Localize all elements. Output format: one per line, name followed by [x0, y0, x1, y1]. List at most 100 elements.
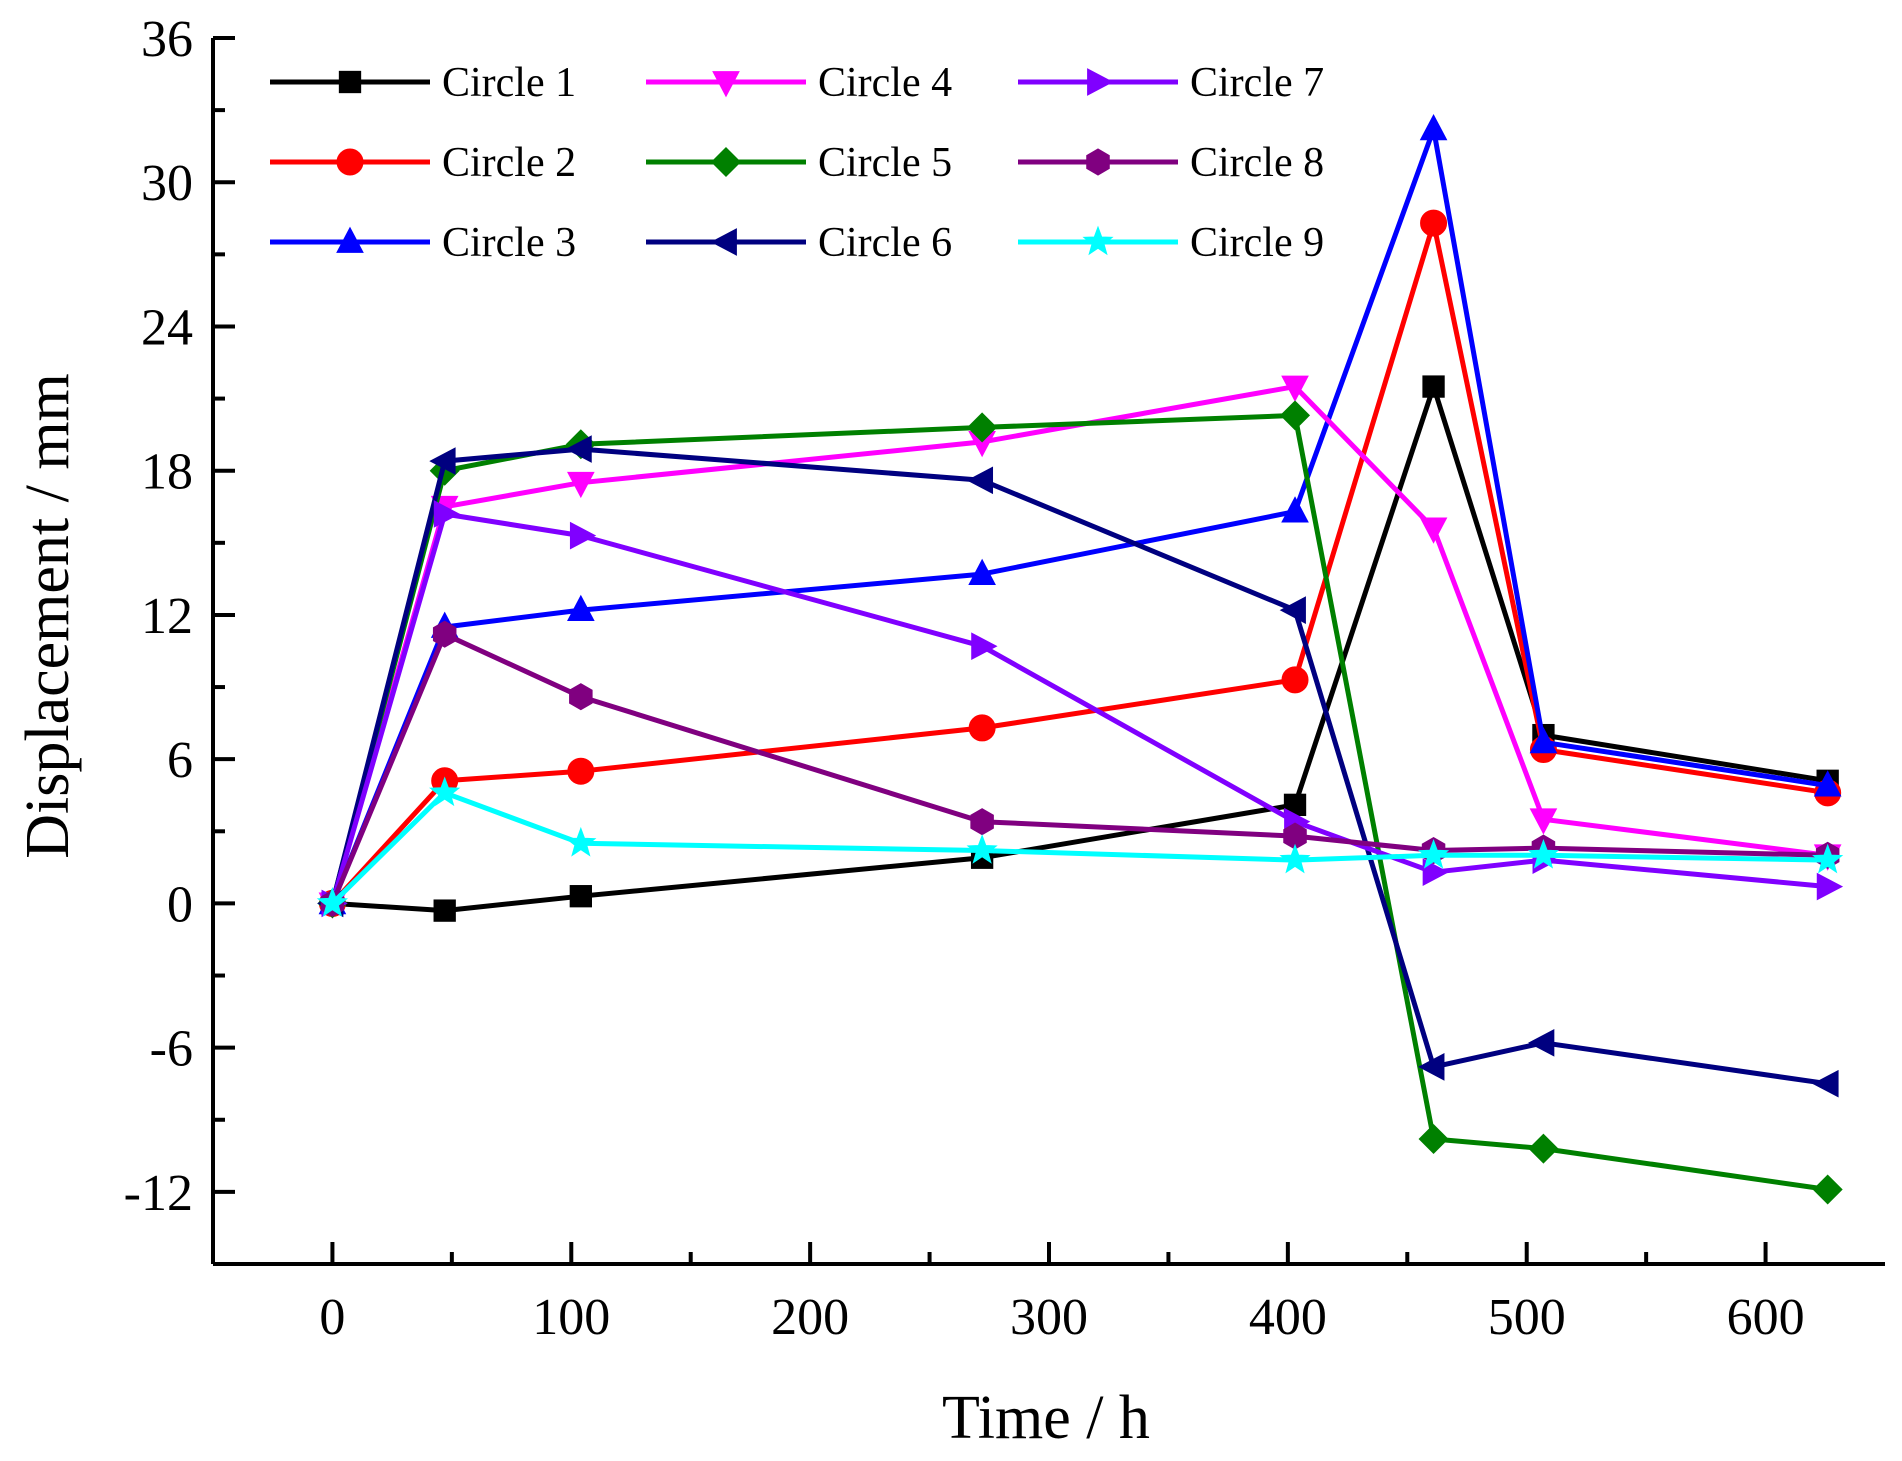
- legend-item-circle-2: Circle 2: [270, 140, 576, 186]
- y-tick-label: -12: [124, 1165, 193, 1222]
- data-point: [1528, 1133, 1559, 1164]
- x-axis-title: Time / h: [942, 1384, 1150, 1452]
- legend-marker: [1086, 148, 1110, 176]
- y-tick-label: 30: [141, 155, 193, 212]
- y-tick-label: 12: [141, 588, 193, 645]
- legend: Circle 1 Circle 2 Circle 3 Circle 4 Circle 5…: [270, 60, 1324, 266]
- series-circle-8: [320, 620, 1840, 917]
- series-line: [329, 511, 1828, 905]
- data-point: [971, 632, 998, 661]
- data-point: [1418, 1053, 1445, 1081]
- series-circle-6: [317, 435, 1839, 1098]
- data-point: [433, 899, 456, 922]
- legend-marker: [338, 70, 362, 94]
- data-point: [1417, 838, 1450, 869]
- series-circle-1: [321, 375, 1839, 922]
- axes: -12 -6 0 6 12 18 24 30 36 0 100 200 300 400 500 600: [124, 11, 1885, 1346]
- y-tick-label: 18: [141, 444, 193, 501]
- legend-marker: [712, 71, 740, 98]
- data-point: [1529, 808, 1558, 835]
- legend-item-circle-4: Circle 4: [646, 60, 952, 106]
- data-point: [1279, 596, 1306, 624]
- legend-label: Circle 2: [442, 140, 576, 186]
- x-tick-label: 200: [771, 1289, 849, 1346]
- data-point: [1281, 666, 1309, 694]
- data-point: [1527, 838, 1560, 869]
- series-layer: [316, 113, 1844, 1205]
- data-point: [968, 558, 996, 585]
- data-point: [569, 885, 592, 908]
- x-tick-label: 100: [532, 1289, 610, 1346]
- data-point: [567, 594, 595, 622]
- legend-item-circle-5: Circle 5: [646, 140, 952, 186]
- data-point: [1813, 770, 1842, 797]
- legend-label: Circle 1: [442, 60, 576, 106]
- x-tick-label: 0: [319, 1289, 345, 1346]
- legend-marker: [1082, 225, 1114, 256]
- series-circle-4: [318, 375, 1842, 919]
- data-point: [967, 412, 998, 443]
- data-point: [1422, 375, 1445, 398]
- legend-marker: [710, 146, 742, 178]
- legend-item-circle-1: Circle 1: [270, 60, 576, 106]
- data-point: [429, 776, 461, 807]
- data-point: [966, 466, 994, 495]
- series-line: [329, 412, 1829, 1192]
- legend-label: Circle 4: [818, 60, 952, 106]
- y-tick-label: 6: [167, 732, 193, 789]
- data-point: [1528, 1029, 1555, 1057]
- data-point: [569, 521, 597, 550]
- series-line: [330, 631, 1828, 905]
- data-point: [565, 435, 592, 463]
- legend-marker: [336, 148, 364, 176]
- data-point: [1422, 858, 1449, 886]
- legend-marker: [1087, 68, 1114, 96]
- legend-label: Circle 9: [1190, 220, 1324, 266]
- data-point: [1280, 400, 1311, 431]
- data-point: [1419, 113, 1448, 141]
- data-point: [966, 834, 998, 864]
- data-point: [1812, 1069, 1839, 1098]
- series-line: [329, 446, 1829, 1087]
- data-point: [1420, 209, 1448, 237]
- data-point: [1281, 375, 1309, 402]
- series-circle-9: [316, 776, 1844, 917]
- y-tick-label: 0: [167, 876, 193, 933]
- data-point: [569, 683, 593, 711]
- data-point: [1419, 517, 1448, 544]
- legend-label: Circle 5: [818, 140, 952, 186]
- x-tick-label: 600: [1727, 1289, 1805, 1346]
- data-point: [567, 757, 595, 785]
- data-point: [1529, 726, 1558, 754]
- y-tick-label: 36: [141, 11, 193, 68]
- data-point: [1279, 843, 1311, 874]
- data-point: [565, 826, 597, 857]
- x-tick-label: 300: [1010, 1289, 1088, 1346]
- x-tick-label: 500: [1488, 1289, 1566, 1346]
- data-point: [432, 620, 457, 648]
- series-line: [330, 790, 1828, 906]
- data-point: [1812, 843, 1844, 874]
- data-point: [1418, 1123, 1449, 1155]
- y-tick-label: 24: [141, 299, 193, 356]
- legend-item-circle-9: Circle 9: [1018, 220, 1324, 266]
- legend-marker: [710, 228, 737, 256]
- data-point: [316, 887, 349, 917]
- legend-marker: [336, 226, 364, 253]
- x-tick-label: 400: [1249, 1289, 1327, 1346]
- y-axis-title: Displacement / mm: [14, 373, 82, 859]
- legend-label: Circle 3: [442, 220, 576, 266]
- y-tick-label: -6: [150, 1021, 193, 1078]
- legend-item-circle-6: Circle 6: [646, 220, 952, 266]
- data-point: [1281, 496, 1309, 523]
- data-point: [567, 471, 595, 499]
- legend-item-circle-8: Circle 8: [1018, 140, 1324, 186]
- legend-item-circle-7: Circle 7: [1018, 60, 1324, 106]
- legend-label: Circle 8: [1190, 140, 1324, 186]
- legend-label: Circle 7: [1190, 60, 1324, 106]
- data-point: [1816, 872, 1844, 901]
- data-point: [1812, 1174, 1843, 1205]
- series-line: [330, 220, 1829, 906]
